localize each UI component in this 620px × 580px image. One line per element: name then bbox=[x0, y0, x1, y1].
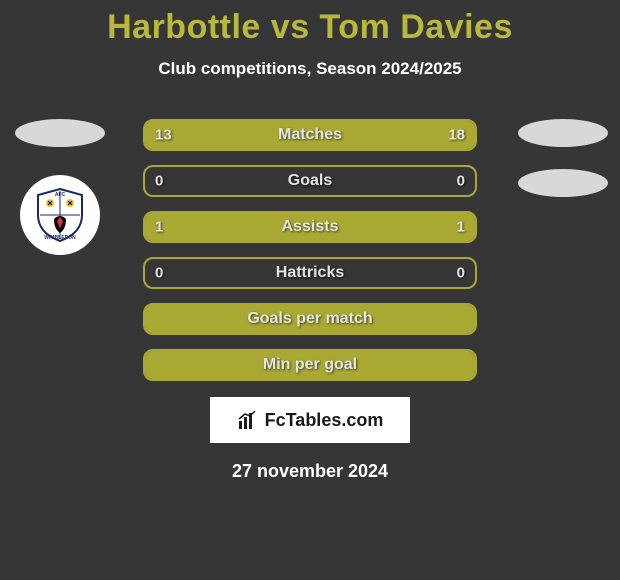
bar-value-left: 0 bbox=[155, 265, 163, 282]
bar-label: Assists bbox=[282, 218, 339, 236]
bar-label: Goals bbox=[288, 172, 332, 190]
stat-bar-row: Matches 13 18 bbox=[143, 119, 477, 151]
svg-text:AFC: AFC bbox=[55, 192, 66, 198]
stat-bar-row: Hattricks 0 0 bbox=[143, 257, 477, 289]
infographic-container: Harbottle vs Tom Davies Club competition… bbox=[0, 0, 620, 482]
bar-value-right: 0 bbox=[457, 265, 465, 282]
bar-label: Matches bbox=[278, 126, 342, 144]
club-badge-left: WIMBLEDON AFC bbox=[20, 175, 100, 255]
stat-bar-row: Goals per match bbox=[143, 303, 477, 335]
page-title: Harbottle vs Tom Davies bbox=[0, 8, 620, 47]
footer-brand-badge: FcTables.com bbox=[210, 397, 410, 443]
bar-value-left: 1 bbox=[155, 219, 163, 236]
bar-label: Goals per match bbox=[247, 310, 372, 328]
footer-brand-text: FcTables.com bbox=[265, 410, 384, 431]
bar-value-left: 13 bbox=[155, 127, 172, 144]
placeholder-ellipse-right-2 bbox=[518, 169, 608, 197]
bar-value-left: 0 bbox=[155, 173, 163, 190]
stat-bar-row: Min per goal bbox=[143, 349, 477, 381]
bar-value-right: 1 bbox=[457, 219, 465, 236]
stat-bar-row: Assists 1 1 bbox=[143, 211, 477, 243]
footer-date: 27 november 2024 bbox=[0, 461, 620, 482]
chart-icon bbox=[237, 409, 259, 431]
club-crest-icon: WIMBLEDON AFC bbox=[30, 185, 90, 245]
bar-label: Hattricks bbox=[276, 264, 344, 282]
subtitle: Club competitions, Season 2024/2025 bbox=[0, 59, 620, 79]
bar-value-right: 0 bbox=[457, 173, 465, 190]
placeholder-ellipse-left bbox=[15, 119, 105, 147]
bar-label: Min per goal bbox=[263, 356, 357, 374]
stats-area: WIMBLEDON AFC Matches 13 18 Goals 0 0 Assists 1… bbox=[0, 119, 620, 381]
svg-text:WIMBLEDON: WIMBLEDON bbox=[44, 235, 76, 241]
bar-value-right: 18 bbox=[448, 127, 465, 144]
stat-bars: Matches1318Goals00Assists11Hattricks00Go… bbox=[143, 119, 477, 381]
stat-bar-row: Goals 0 0 bbox=[143, 165, 477, 197]
placeholder-ellipse-right-1 bbox=[518, 119, 608, 147]
